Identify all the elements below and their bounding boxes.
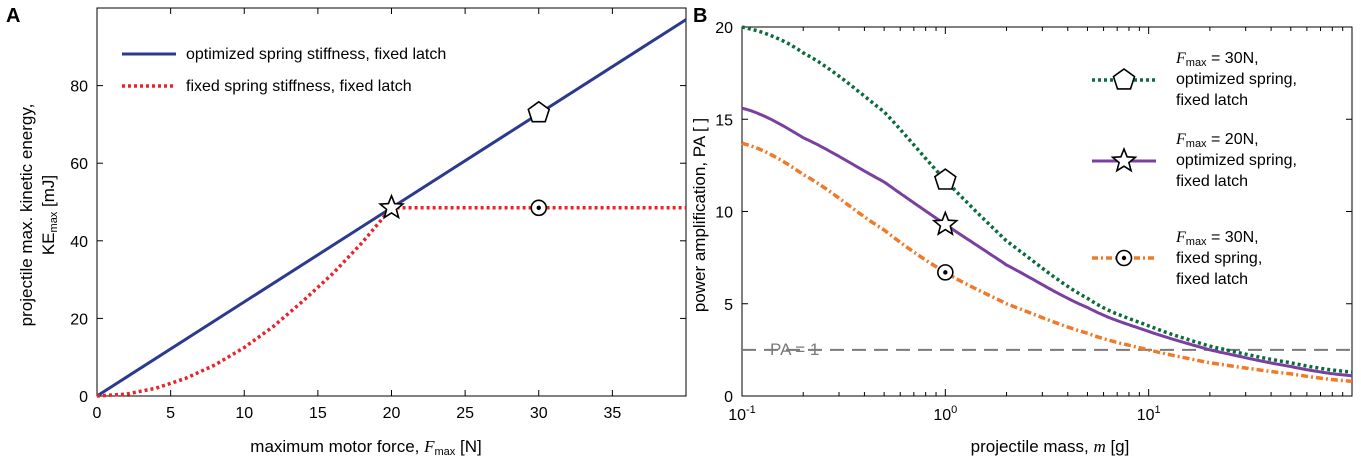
legend-b-pentagon-icon [1112,68,1136,90]
panel-b-xtick-label-0: 10-1 [728,404,756,424]
legend-b-star-icon [1110,146,1138,173]
pa-reference-label: PA = 1 [770,340,819,359]
legend-b-circle-dot-icon-dot [1121,255,1127,261]
panel-a-letter: A [6,5,20,27]
legend-a-label-1: fixed spring stiffness, fixed latch [186,78,412,95]
legend-b-line3-2: fixed latch [1176,271,1248,288]
panel-a-marker-star [378,193,405,220]
legend-b-entry-2: Fmax = 30N, fixed spring, fixed latch [1092,229,1262,288]
panel-b-marker-star [931,210,959,236]
panel-a-marker-pentagon [527,100,551,123]
panel-a-xtick-label-1: 5 [166,405,175,422]
panel-a-ytick-label-3: 60 [70,156,88,173]
legend-b-entry-0: Fmax = 30N, optimized spring, fixed latc… [1092,50,1297,109]
panel-b-series-line-1 [741,106,1353,378]
panel-b-ytick-label-1: 5 [724,297,733,314]
panel-a-markers [378,100,551,220]
panel-a-ytick-label-0: 0 [79,389,88,406]
panel-b-ylabel: power amplification, PA [ ] [690,118,709,312]
panel-a-xtick-label-5: 25 [456,405,474,422]
panel-a-ylabel-line2: KEmax [mJ] [39,175,60,255]
panel-a-ytick-label-2: 40 [70,234,88,251]
panel-a-xlabel: maximum motor force, Fmax [N] [250,437,481,458]
legend-b-line1-0: Fmax = 30N, [1175,50,1259,69]
panel-b-marker-circle-dot [937,264,954,281]
legend-b-line3-1: fixed latch [1176,173,1248,190]
panel-a-marker-circle-dot [530,199,548,217]
legend-b-marker-0 [1112,68,1136,90]
panel-a-xtick-label-6: 30 [530,405,548,422]
panel-a-ytick-label-4: 80 [70,79,88,96]
panel-b-xlabel: projectile mass, m [g] [971,437,1130,456]
panel-b-series [741,25,1353,383]
panel-a-xtick-label-7: 35 [603,405,621,422]
legend-b-line1-1: Fmax = 20N, [1175,131,1259,150]
panel-b-ytick-label-0: 0 [724,389,733,406]
panel-b-ytick-label-4: 20 [715,20,733,37]
legend-b-marker-1 [1110,146,1138,173]
panel-a-xtick-label-0: 0 [93,405,102,422]
panel-a-legend: optimized spring stiffness, fixed latch … [122,46,446,95]
panel-a-axes: 0 5 10 15 20 25 30 35 0 20 40 60 80 [70,7,687,422]
legend-b-line2-1: optimized spring, [1176,152,1297,169]
panel-a-series-line-1 [96,206,686,398]
panel-a-xtick-label-2: 10 [235,405,253,422]
panel-b-series-line-0 [741,25,1353,374]
legend-b-line1-2: Fmax = 30N, [1175,229,1259,248]
panel-b-marker-circle-dot-dot [943,270,948,275]
legend-b-entry-1: Fmax = 20N, optimized spring, fixed latc… [1092,131,1297,190]
panel-a-ylabel-line1: projectile max. kinetic energy, [17,104,36,327]
panel-b-axes: 10-1 100 101 0 5 10 15 20 [715,20,1353,424]
panel-b-ytick-label-2: 10 [715,205,733,222]
legend-a-label-0: optimized spring stiffness, fixed latch [186,46,446,63]
panel-a-ytick-label-1: 20 [70,311,88,328]
panel-b-letter: B [693,5,707,27]
panel-a-xtick-label-3: 15 [309,405,327,422]
panel-a-ylabel: projectile max. kinetic energy, KEmax [m… [17,104,60,327]
panel-b-xtick-label-2: 101 [1137,404,1161,424]
legend-b-line3-0: fixed latch [1176,92,1248,109]
panel-b-markers [931,168,959,281]
panel-b-legend: Fmax = 30N, optimized spring, fixed latc… [1092,50,1297,288]
panel-a-xtick-label-4: 20 [383,405,401,422]
legend-b-line2-2: fixed spring, [1176,250,1262,267]
panel-b-xtick-label-1: 100 [933,404,957,424]
panel-a-marker-circle-dot-dot [536,205,541,211]
legend-b-marker-2 [1115,249,1133,267]
legend-b-line2-0: optimized spring, [1176,71,1297,88]
panel-b-marker-pentagon [933,168,957,190]
legend-b-circle-dot-icon [1115,249,1133,267]
panel-b-ytick-label-3: 15 [715,112,733,129]
